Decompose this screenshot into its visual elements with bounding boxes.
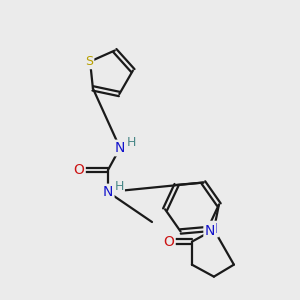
Text: N: N — [103, 185, 113, 199]
Text: N: N — [205, 224, 215, 238]
Text: N: N — [115, 141, 125, 155]
Text: H: H — [114, 181, 124, 194]
Text: O: O — [164, 235, 174, 249]
Text: H: H — [126, 136, 136, 149]
Text: N: N — [207, 222, 218, 236]
Text: O: O — [74, 163, 84, 177]
Text: S: S — [85, 55, 93, 68]
